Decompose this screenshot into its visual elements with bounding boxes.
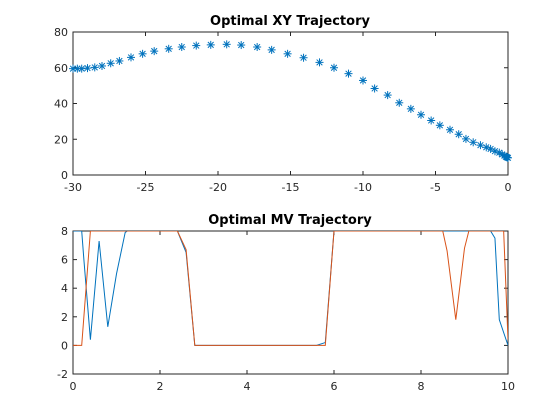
y-tick-label: 20 [54,133,68,146]
x-tick-label: 0 [505,181,512,194]
asterisk-marker [476,141,485,150]
asterisk-marker [192,41,201,50]
y-tick-label: 2 [61,311,68,324]
asterisk-marker [461,134,470,143]
asterisk-marker [370,84,379,93]
y-tick-label: 80 [54,26,68,39]
asterisk-marker [417,110,425,119]
asterisk-marker [206,40,215,49]
y-tick-label: 60 [54,62,68,75]
asterisk-marker [283,49,292,58]
asterisk-marker [299,53,308,62]
mv-plot-axes-box [72,230,509,375]
x-tick-label: 6 [331,380,338,393]
xy-plot-markers [69,40,512,162]
asterisk-marker [177,43,186,52]
asterisk-marker [164,44,173,53]
asterisk-marker [446,125,454,134]
series-line-1 [73,231,508,346]
xy-plot-ticks: -30 -25 -20 -15 -10 -5 0 0 20 40 60 80 [54,26,512,194]
asterisk-marker [383,91,392,100]
asterisk-marker [106,59,115,68]
y-tick-label: 8 [61,225,68,238]
asterisk-marker [504,153,512,162]
asterisk-marker [138,49,147,58]
mv-plot-lines [73,231,508,346]
asterisk-marker [237,41,246,50]
x-tick-label: 0 [70,380,77,393]
x-tick-label: 4 [244,380,251,393]
asterisk-marker [90,63,99,72]
y-tick-label: 6 [61,254,68,267]
asterisk-marker [344,69,353,78]
x-tick-label: -10 [354,181,372,194]
asterisk-marker [315,58,324,67]
x-tick-label: 8 [418,380,425,393]
asterisk-marker [127,53,135,62]
asterisk-marker [115,56,124,65]
asterisk-marker [427,116,436,125]
asterisk-marker [267,45,276,54]
asterisk-marker [435,121,444,130]
asterisk-marker [395,98,404,107]
mv-plot-title: Optimal MV Trajectory [208,213,372,228]
x-tick-label: -25 [137,181,155,194]
xy-trajectory-plot: Optimal XY Trajectory -30 -25 -20 -15 -10 -5 0… [54,14,512,194]
asterisk-marker [222,40,231,49]
x-tick-label: -20 [209,181,227,194]
y-tick-label: -2 [57,368,68,381]
x-tick-label: -15 [282,181,300,194]
asterisk-marker [406,104,415,113]
y-tick-label: 0 [61,339,68,352]
asterisk-marker [469,138,478,147]
x-tick-label: 2 [157,380,164,393]
asterisk-marker [150,47,159,56]
asterisk-marker [83,64,92,73]
asterisk-marker [77,64,86,73]
asterisk-marker [359,76,367,85]
asterisk-marker [253,43,262,52]
x-tick-label: -30 [64,181,82,194]
x-tick-label: -5 [430,181,441,194]
asterisk-marker [330,63,338,72]
asterisk-marker [98,61,106,70]
x-tick-label: 10 [501,380,515,393]
asterisk-marker [454,130,463,139]
y-tick-label: 0 [61,169,68,182]
y-tick-label: 4 [61,282,68,295]
y-tick-label: 40 [54,98,68,111]
xy-plot-title: Optimal XY Trajectory [210,14,370,29]
